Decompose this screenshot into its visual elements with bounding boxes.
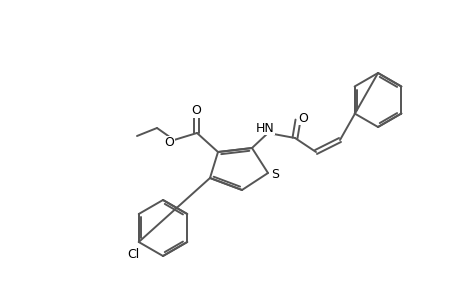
Text: O: O	[190, 104, 201, 118]
Text: HN: HN	[255, 122, 274, 134]
Text: Cl: Cl	[127, 248, 139, 262]
Text: O: O	[164, 136, 174, 149]
Text: S: S	[270, 169, 279, 182]
Text: O: O	[297, 112, 307, 124]
